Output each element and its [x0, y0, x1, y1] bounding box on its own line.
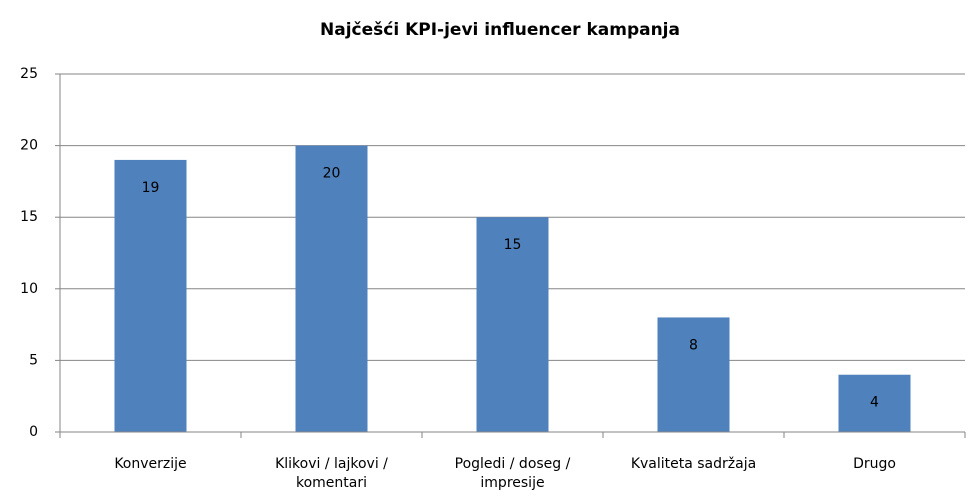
x-tick-label-box: Pogledi / doseg / impresije [454, 456, 571, 491]
x-tick-label-box: Konverzije [114, 456, 187, 472]
x-tick-label-box: Klikovi / lajkovi / komentari [275, 456, 388, 491]
chart-title: Najčešći KPI-jevi influencer kampanja [320, 20, 680, 40]
data-label: 15 [504, 237, 522, 253]
data-label: 8 [689, 337, 698, 353]
data-label: 4 [870, 395, 879, 411]
y-tick-label: 20 [20, 138, 38, 154]
y-tick-label: 10 [20, 281, 38, 297]
x-tick-label: Pogledi / doseg / impresije [454, 456, 571, 491]
x-tick-label-box: Drugo [853, 456, 896, 472]
bar [114, 159, 187, 433]
y-tick-label: 25 [20, 66, 38, 82]
x-tick-label-box: Kvaliteta sadržaja [630, 456, 757, 472]
x-tick-label: Drugo [853, 456, 896, 472]
x-tick-label: Klikovi / lajkovi / komentari [275, 456, 388, 491]
bar [657, 317, 730, 432]
y-tick-label: 15 [20, 209, 38, 225]
bar [295, 145, 368, 432]
x-tick-label: Kvaliteta sadržaja [630, 456, 757, 472]
data-label: 20 [323, 166, 341, 182]
y-tick-label: 5 [29, 352, 38, 368]
bar [838, 374, 911, 432]
y-tick-label: 0 [29, 424, 38, 440]
bar [476, 217, 549, 432]
data-label: 19 [142, 180, 160, 196]
x-tick-label: Konverzije [114, 456, 187, 472]
